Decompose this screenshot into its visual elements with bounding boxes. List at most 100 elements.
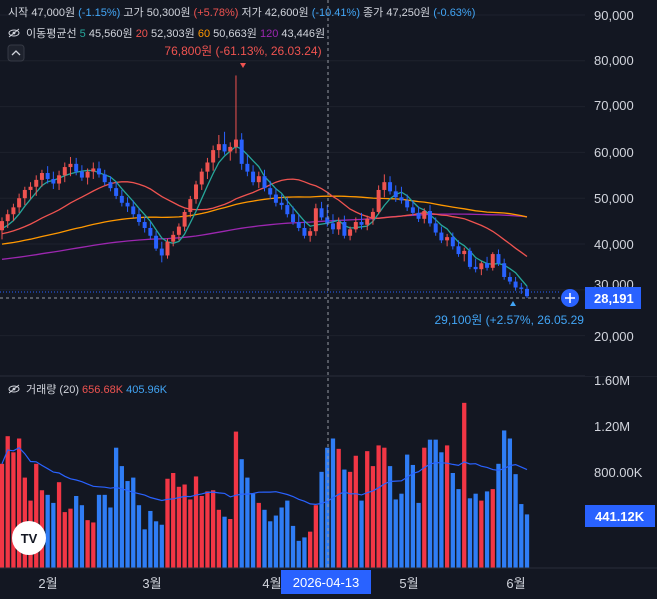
- volume-bar[interactable]: [405, 454, 410, 568]
- volume-bar[interactable]: [416, 502, 421, 568]
- candle-body[interactable]: [308, 231, 313, 236]
- candle-body[interactable]: [51, 178, 56, 184]
- volume-bar[interactable]: [496, 463, 501, 568]
- candle-body[interactable]: [182, 211, 187, 227]
- candle-body[interactable]: [370, 211, 375, 219]
- candle-body[interactable]: [233, 139, 238, 147]
- candle-body[interactable]: [154, 235, 159, 249]
- candle-body[interactable]: [273, 194, 278, 203]
- volume-bar[interactable]: [0, 463, 5, 568]
- candle-body[interactable]: [114, 188, 119, 196]
- candle-body[interactable]: [445, 237, 450, 241]
- candle-body[interactable]: [376, 189, 381, 212]
- volume-bar[interactable]: [370, 466, 376, 568]
- candle-body[interactable]: [5, 214, 10, 222]
- volume-bar[interactable]: [524, 514, 530, 568]
- volume-bar[interactable]: [502, 430, 507, 568]
- volume-bar[interactable]: [365, 451, 370, 568]
- volume-bar[interactable]: [211, 490, 216, 568]
- candle-body[interactable]: [479, 263, 484, 270]
- candle-body[interactable]: [285, 205, 290, 215]
- candle-body[interactable]: [313, 208, 318, 232]
- candle-body[interactable]: [496, 254, 501, 264]
- candle-body[interactable]: [388, 182, 393, 192]
- volume-bar[interactable]: [273, 515, 279, 568]
- candle-body[interactable]: [119, 195, 124, 203]
- candle-body[interactable]: [359, 222, 364, 225]
- candle-body[interactable]: [513, 281, 518, 288]
- volume-bar[interactable]: [462, 402, 467, 568]
- volume-bar[interactable]: [176, 486, 182, 568]
- candle-body[interactable]: [456, 246, 461, 255]
- volume-bar[interactable]: [467, 498, 473, 568]
- volume-bar[interactable]: [125, 481, 130, 568]
- candle-body[interactable]: [34, 179, 39, 187]
- candle-body[interactable]: [416, 212, 421, 219]
- volume-bar[interactable]: [79, 505, 85, 568]
- candle-body[interactable]: [296, 222, 301, 228]
- volume-bar[interactable]: [182, 484, 187, 569]
- volume-bar[interactable]: [239, 459, 244, 568]
- candle-body[interactable]: [205, 162, 210, 172]
- volume-bar[interactable]: [193, 476, 199, 568]
- volume-bar[interactable]: [359, 500, 364, 568]
- volume-bar[interactable]: [102, 494, 107, 568]
- volume-bar[interactable]: [165, 478, 170, 568]
- candle-body[interactable]: [302, 227, 307, 236]
- candle-body[interactable]: [199, 171, 204, 185]
- candle-body[interactable]: [519, 287, 524, 289]
- candle-body[interactable]: [79, 171, 84, 178]
- candle-body[interactable]: [22, 189, 27, 199]
- volume-bar[interactable]: [68, 508, 73, 568]
- candle-body[interactable]: [171, 234, 176, 242]
- volume-bar[interactable]: [450, 473, 455, 568]
- candle-body[interactable]: [450, 237, 455, 247]
- volume-bar[interactable]: [279, 507, 284, 569]
- volume-bar[interactable]: [108, 507, 113, 569]
- volume-bar[interactable]: [153, 521, 159, 568]
- volume-bar[interactable]: [422, 447, 427, 568]
- volume-bar[interactable]: [410, 464, 416, 568]
- volume-bar[interactable]: [85, 520, 90, 568]
- volume-axis[interactable]: 1.60M 1.20M 800.00K 441.12K: [585, 373, 657, 568]
- volume-bar[interactable]: [34, 463, 39, 568]
- volume-bar[interactable]: [91, 522, 96, 568]
- volume-bar[interactable]: [262, 509, 267, 568]
- candle-body[interactable]: [502, 263, 507, 277]
- tradingview-logo[interactable]: TV: [12, 521, 46, 555]
- volume-bar[interactable]: [113, 447, 119, 568]
- candle-body[interactable]: [251, 171, 256, 183]
- volume-bar[interactable]: [347, 471, 353, 568]
- candle-body[interactable]: [330, 223, 335, 230]
- candle-body[interactable]: [194, 184, 199, 200]
- candle-body[interactable]: [525, 288, 529, 297]
- volume-bar[interactable]: [484, 491, 490, 568]
- volume-bar[interactable]: [250, 493, 256, 568]
- volume-bar[interactable]: [353, 455, 358, 568]
- volume-bar[interactable]: [119, 466, 124, 568]
- volume-bar[interactable]: [136, 505, 142, 568]
- candle-body[interactable]: [319, 208, 324, 218]
- volume-bar[interactable]: [16, 438, 22, 569]
- candle-body[interactable]: [165, 241, 170, 256]
- volume-bar[interactable]: [285, 500, 290, 568]
- price-pane[interactable]: [0, 14, 585, 337]
- candle-body[interactable]: [439, 232, 444, 241]
- candle-body[interactable]: [279, 202, 284, 206]
- volume-bar[interactable]: [382, 447, 387, 568]
- volume-bar[interactable]: [62, 512, 67, 568]
- candle-body[interactable]: [45, 173, 50, 179]
- candle-body[interactable]: [245, 163, 250, 172]
- volume-bar[interactable]: [268, 521, 273, 568]
- price-axis[interactable]: 90,000 80,000 70,000 60,000 50,000 40,00…: [561, 0, 657, 376]
- candle-body[interactable]: [365, 218, 370, 225]
- candle-body[interactable]: [239, 139, 244, 164]
- volume-bar[interactable]: [433, 439, 438, 568]
- volume-bar[interactable]: [199, 496, 204, 568]
- candle-body[interactable]: [216, 144, 221, 151]
- eye-icon[interactable]: [8, 384, 20, 394]
- add-alert-plus-icon[interactable]: [561, 289, 579, 307]
- candle-body[interactable]: [188, 199, 193, 212]
- volume-bar[interactable]: [376, 445, 381, 568]
